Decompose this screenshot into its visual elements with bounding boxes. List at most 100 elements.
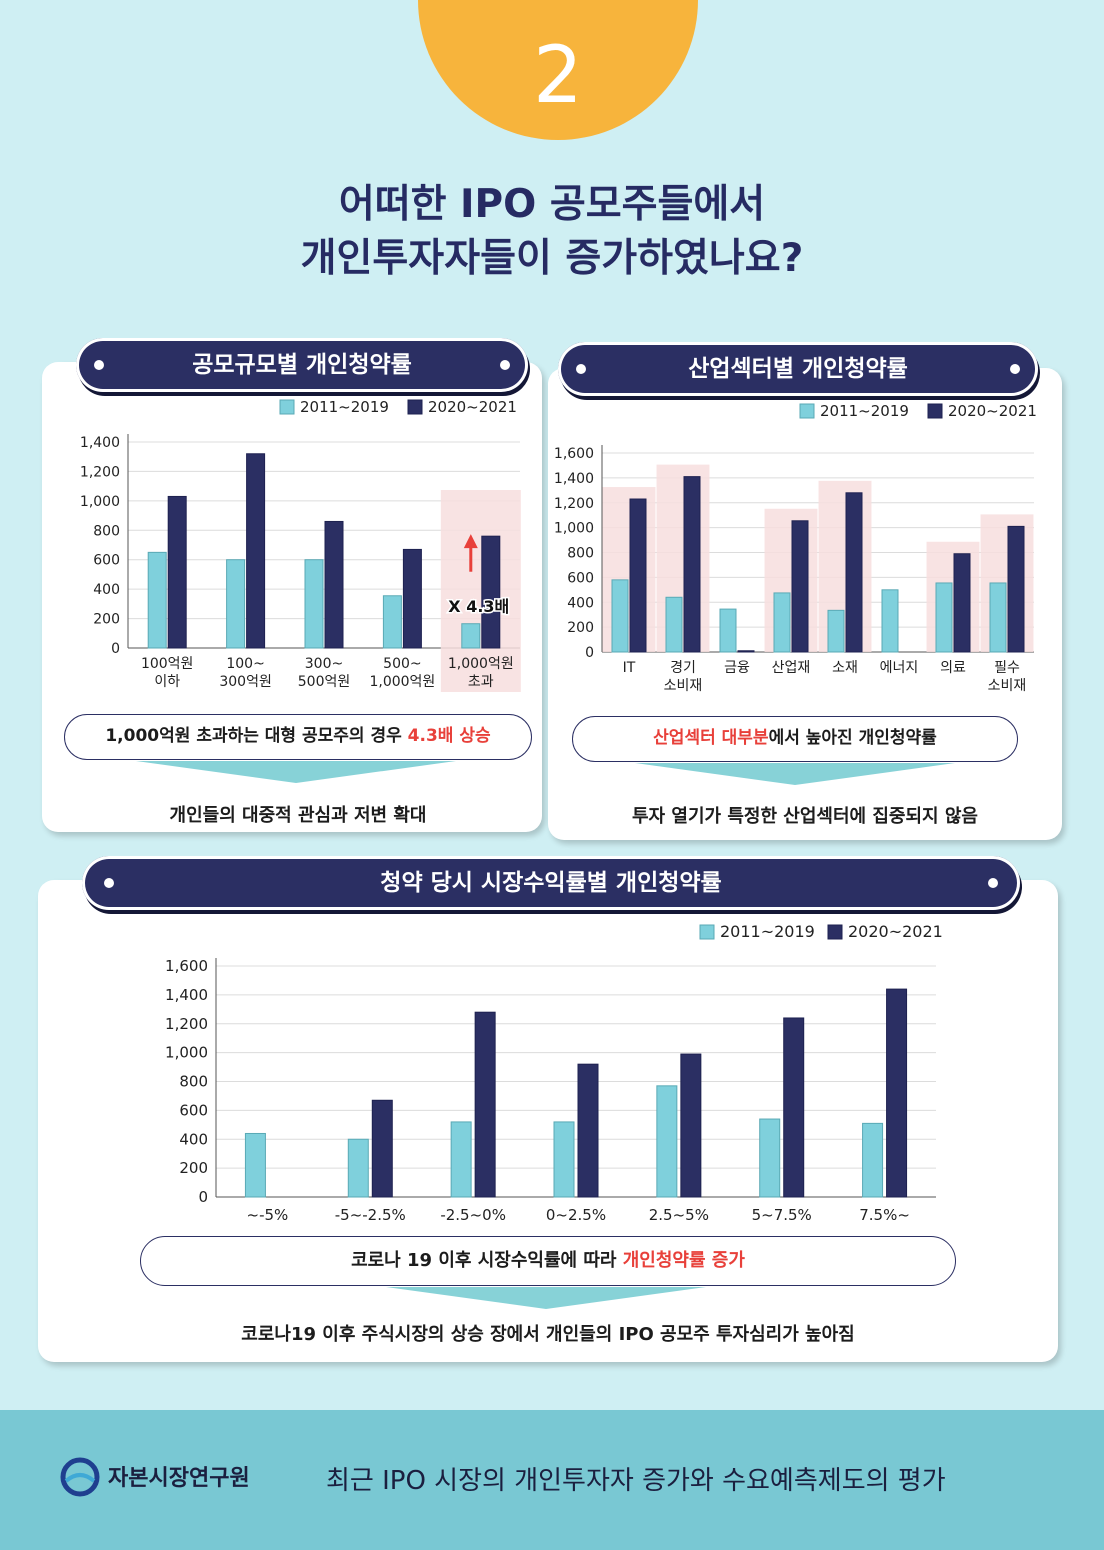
bar-2011-2019 xyxy=(759,1118,781,1198)
legend-label: 2011~2019 xyxy=(820,402,909,420)
x-tick-label: ~-5% xyxy=(247,1206,289,1224)
bar-2011-2019 xyxy=(147,551,167,649)
footer-band xyxy=(0,1410,1104,1550)
x-tick-label: 100억원 xyxy=(141,656,193,672)
bar-2020-2021 xyxy=(783,1017,805,1198)
y-tick-label: 600 xyxy=(567,570,594,586)
bar-2020-2021 xyxy=(402,548,422,649)
x-tick-label: 500억원 xyxy=(298,674,350,690)
y-tick-label: 1,000 xyxy=(165,1044,208,1062)
panel-return-callout-text: 코로나 19 이후 시장수익률에 따라 xyxy=(351,1250,623,1271)
y-tick-label: 800 xyxy=(179,1073,208,1091)
y-tick-label: 1,200 xyxy=(80,464,120,480)
y-tick-label: 200 xyxy=(179,1159,208,1177)
x-tick-label: 경기 xyxy=(670,660,696,676)
y-tick-label: 400 xyxy=(567,595,594,611)
section-number: 2 xyxy=(533,31,583,121)
x-tick-label: 5~7.5% xyxy=(752,1206,812,1224)
y-tick-label: 400 xyxy=(179,1130,208,1148)
highlight-band xyxy=(440,490,521,692)
bar-2020-2021 xyxy=(474,1011,496,1198)
x-tick-label: 1,000억원 xyxy=(448,656,514,672)
highlight-band xyxy=(818,480,872,652)
panel-size-arrow xyxy=(136,761,456,783)
bar-2011-2019 xyxy=(304,559,324,649)
bar-2011-2019 xyxy=(719,608,737,653)
bar-2020-2021 xyxy=(683,476,701,653)
panel-size-callout-text: 1,000억원 초과하는 대형 공모주의 경우 xyxy=(105,726,408,746)
panel-sector-callout-text: 에서 높아진 개인청약률 xyxy=(768,728,937,748)
x-tick-label: -2.5~0% xyxy=(440,1206,506,1224)
title-line-2: 개인투자자들이 증가하였나요? xyxy=(300,236,804,281)
bar-2020-2021 xyxy=(1007,525,1025,653)
bar-2011-2019 xyxy=(665,596,683,653)
legend-swatch xyxy=(799,403,815,419)
y-tick-label: 800 xyxy=(567,546,594,562)
bar-2020-2021 xyxy=(791,520,809,653)
bar-2011-2019 xyxy=(827,609,845,653)
y-tick-label: 0 xyxy=(198,1188,208,1206)
panel-return-callout: 코로나 19 이후 시장수익률에 따라 개인청약률 증가 xyxy=(140,1236,956,1286)
highlight-band xyxy=(980,514,1034,652)
x-tick-label: 100~ xyxy=(226,656,264,672)
legend-label: 2020~2021 xyxy=(948,402,1037,420)
bar-2020-2021 xyxy=(737,650,755,653)
x-tick-label: 초과 xyxy=(468,674,494,690)
y-tick-label: 1,200 xyxy=(554,496,594,512)
bar-2011-2019 xyxy=(773,592,791,653)
bar-2011-2019 xyxy=(347,1138,369,1198)
bar-2020-2021 xyxy=(371,1099,393,1198)
bar-2011-2019 xyxy=(226,559,246,649)
legend-label: 2011~2019 xyxy=(720,922,815,941)
bar-2020-2021 xyxy=(246,453,266,649)
bar-2011-2019 xyxy=(935,582,953,653)
panel-sector-title: 산업섹터별 개인청약률 xyxy=(558,342,1038,396)
highlight-band xyxy=(926,541,980,652)
legend-label: 2011~2019 xyxy=(300,398,389,416)
panel-sector-arrow xyxy=(635,763,955,785)
bar-2020-2021 xyxy=(167,495,187,649)
bar-2020-2021 xyxy=(886,988,908,1198)
y-tick-label: 200 xyxy=(567,620,594,636)
x-tick-label: -5~-2.5% xyxy=(335,1206,406,1224)
growth-arrow-head xyxy=(463,534,478,549)
page-title: 어떠한 IPO 공모주들에서 개인투자자들이 증가하였나요? xyxy=(0,178,1104,286)
y-tick-label: 1,600 xyxy=(165,957,208,975)
bar-2020-2021 xyxy=(680,1053,702,1198)
legend-swatch xyxy=(927,403,943,419)
growth-annotation: X 4.3배 xyxy=(448,597,509,616)
footer-org: 자본시장연구원 xyxy=(108,1466,250,1491)
x-tick-label: 소비재 xyxy=(664,678,703,694)
y-tick-label: 0 xyxy=(111,641,120,657)
y-tick-label: 1,600 xyxy=(554,446,594,462)
bar-2011-2019 xyxy=(862,1122,884,1198)
bar-2020-2021 xyxy=(481,535,501,649)
bar-2011-2019 xyxy=(553,1121,575,1198)
x-tick-label: 300억원 xyxy=(219,674,271,690)
bar-2011-2019 xyxy=(656,1085,678,1198)
x-tick-label: 소비재 xyxy=(988,678,1027,694)
x-tick-label: 7.5%~ xyxy=(859,1206,910,1224)
bar-2011-2019 xyxy=(881,589,899,653)
x-tick-label: 500~ xyxy=(383,656,421,672)
panel-size-title: 공모규모별 개인청약률 xyxy=(76,338,528,392)
y-tick-label: 1,000 xyxy=(554,521,594,537)
legend-swatch xyxy=(827,924,843,940)
legend-swatch xyxy=(699,924,715,940)
bar-2011-2019 xyxy=(989,582,1007,653)
y-tick-label: 200 xyxy=(93,612,120,628)
bar-2020-2021 xyxy=(629,498,647,653)
x-tick-label: 이하 xyxy=(154,674,180,690)
y-tick-label: 1,200 xyxy=(165,1015,208,1033)
y-tick-label: 800 xyxy=(93,523,120,539)
panel-size-conclusion: 개인들의 대중적 관심과 저변 확대 xyxy=(169,805,427,826)
x-tick-label: 300~ xyxy=(305,656,343,672)
panel-sector-title-text: 산업섹터별 개인청약률 xyxy=(688,356,908,382)
panel-size-callout-highlight: 4.3배 상승 xyxy=(407,726,491,746)
kcmi-logo-icon xyxy=(60,1457,100,1497)
bar-2011-2019 xyxy=(611,579,629,653)
panel-size-title-text: 공모규모별 개인청약률 xyxy=(192,352,412,378)
legend-label: 2020~2021 xyxy=(848,922,943,941)
x-tick-label: 의료 xyxy=(940,660,966,676)
